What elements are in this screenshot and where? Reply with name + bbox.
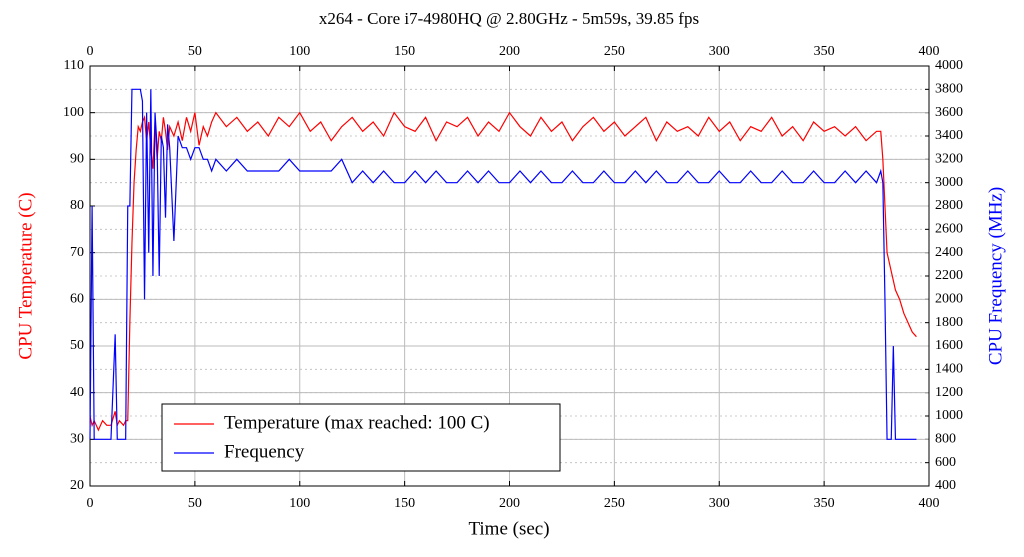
y2-tick-label: 800 bbox=[935, 432, 956, 447]
line-series bbox=[89, 88, 917, 440]
y-tick-label: 20 bbox=[70, 478, 84, 493]
x-tick-label-top: 400 bbox=[919, 44, 940, 59]
y-tick-label: 90 bbox=[70, 152, 84, 167]
y2-tick-label: 1200 bbox=[935, 385, 963, 400]
y2-tick-label: 1400 bbox=[935, 362, 963, 377]
y2-tick-label: 1000 bbox=[935, 408, 963, 423]
x-tick-label-top: 50 bbox=[188, 44, 202, 59]
y2-tick-label: 2000 bbox=[935, 292, 963, 307]
x-axis-label: Time (sec) bbox=[468, 518, 549, 539]
x-tick-label-top: 200 bbox=[499, 44, 520, 59]
x-tick-label: 400 bbox=[919, 496, 940, 511]
x-tick-label-top: 150 bbox=[394, 44, 415, 59]
y-tick-label: 60 bbox=[70, 292, 84, 307]
x-tick-label-top: 100 bbox=[289, 44, 310, 59]
y2-tick-label: 2800 bbox=[935, 198, 963, 213]
legend-box bbox=[161, 403, 561, 472]
y2-tick-label: 3600 bbox=[935, 105, 963, 120]
x-tick-label-top: 0 bbox=[87, 44, 94, 59]
legend-label: Frequency bbox=[224, 441, 305, 462]
y-tick-label: 40 bbox=[70, 385, 84, 400]
y2-tick-label: 2400 bbox=[935, 245, 963, 260]
y2-tick-label: 2200 bbox=[935, 268, 963, 283]
y2-tick-label: 600 bbox=[935, 455, 956, 470]
y-tick-label: 70 bbox=[70, 245, 84, 260]
y2-tick-label: 3000 bbox=[935, 175, 963, 190]
legend-label: Temperature (max reached: 100 C) bbox=[224, 412, 490, 433]
y-tick-label: 50 bbox=[70, 338, 84, 353]
x-tick-label-top: 350 bbox=[814, 44, 835, 59]
x-tick-label: 150 bbox=[394, 496, 415, 511]
y2-axis-label: CPU Frequency (MHz) bbox=[985, 187, 1006, 365]
y-tick-label: 30 bbox=[70, 432, 84, 447]
x-tick-label-top: 300 bbox=[709, 44, 730, 59]
y2-tick-label: 3200 bbox=[935, 152, 963, 167]
y2-tick-label: 1600 bbox=[935, 338, 963, 353]
x-tick-label: 50 bbox=[188, 496, 202, 511]
y2-tick-label: 3800 bbox=[935, 82, 963, 97]
chart-title: x264 - Core i7-4980HQ @ 2.80GHz - 5m59s,… bbox=[319, 9, 699, 28]
y-tick-label: 80 bbox=[70, 198, 84, 213]
x-tick-label: 350 bbox=[814, 496, 835, 511]
line-series bbox=[89, 111, 917, 432]
y-tick-label: 110 bbox=[64, 58, 84, 73]
y2-tick-label: 2600 bbox=[935, 222, 963, 237]
x-tick-label: 200 bbox=[499, 496, 520, 511]
y2-tick-label: 4000 bbox=[935, 58, 963, 73]
x-tick-label: 300 bbox=[709, 496, 730, 511]
y-tick-label: 100 bbox=[63, 105, 84, 120]
plot-frame bbox=[89, 65, 930, 487]
x-tick-label-top: 250 bbox=[604, 44, 625, 59]
y2-tick-label: 1800 bbox=[935, 315, 963, 330]
y2-tick-label: 400 bbox=[935, 478, 956, 493]
y2-tick-label: 3400 bbox=[935, 128, 963, 143]
x-tick-label: 100 bbox=[289, 496, 310, 511]
x-tick-label: 0 bbox=[87, 496, 94, 511]
y-axis-label: CPU Temperature (C) bbox=[15, 192, 36, 359]
x-tick-label: 250 bbox=[604, 496, 625, 511]
